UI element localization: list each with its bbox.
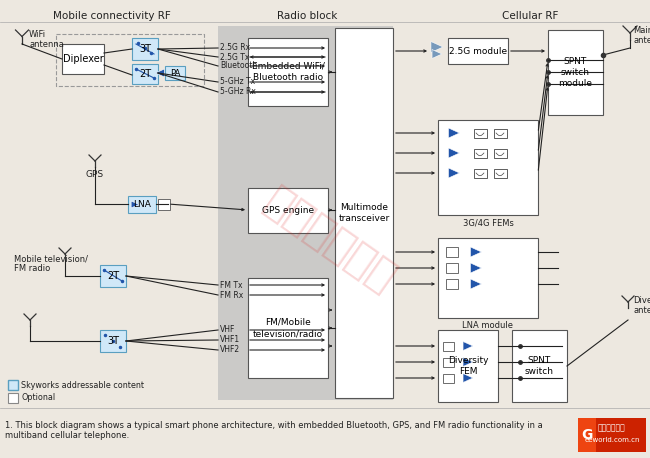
Text: multiband cellular telephone.: multiband cellular telephone. [5, 431, 129, 441]
Bar [158, 199, 170, 210]
Bar [132, 38, 158, 60]
Bar [512, 330, 567, 402]
Bar [446, 247, 458, 257]
Bar [248, 38, 328, 106]
Text: Bluetooth: Bluetooth [220, 61, 257, 71]
Polygon shape [431, 42, 443, 53]
Bar [443, 358, 454, 367]
Text: Mobile television/
FM radio: Mobile television/ FM radio [14, 254, 88, 273]
Text: GPS engine: GPS engine [262, 206, 314, 215]
Polygon shape [471, 247, 482, 257]
Text: eeworld.com.cn: eeworld.com.cn [584, 437, 640, 443]
Text: Multimode
transceiver: Multimode transceiver [339, 203, 389, 223]
Bar [438, 330, 498, 402]
Bar [473, 148, 486, 158]
Text: GPS: GPS [86, 170, 104, 179]
Polygon shape [463, 358, 473, 366]
Bar [218, 26, 393, 400]
Text: 2T: 2T [107, 271, 119, 281]
Text: 2.5G Tx: 2.5G Tx [220, 53, 250, 61]
Polygon shape [471, 263, 482, 273]
Text: Diversity
antenna: Diversity antenna [633, 296, 650, 316]
Bar [100, 330, 126, 352]
Text: 3T: 3T [107, 336, 119, 346]
Bar [335, 28, 393, 398]
Bar [493, 129, 506, 137]
Text: FM/Mobile
television/radio: FM/Mobile television/radio [253, 318, 323, 338]
Bar [448, 38, 508, 64]
Text: PA: PA [170, 69, 180, 77]
Bar [493, 148, 506, 158]
Text: Diversity
FEM: Diversity FEM [448, 356, 488, 376]
Bar [8, 393, 18, 403]
Bar [165, 66, 185, 80]
Polygon shape [448, 168, 460, 178]
Text: 2.5G module: 2.5G module [449, 47, 507, 55]
Text: 3G/4G FEMs: 3G/4G FEMs [463, 218, 514, 228]
Bar [443, 342, 454, 351]
Text: G: G [581, 428, 593, 442]
Bar [473, 129, 486, 137]
Bar [446, 263, 458, 273]
Bar [8, 380, 18, 390]
Bar [248, 188, 328, 233]
Text: 5-GHz Tx: 5-GHz Tx [220, 77, 255, 87]
Text: VHF1: VHF1 [220, 336, 240, 344]
Text: LNA module: LNA module [463, 322, 514, 331]
Text: FM Rx: FM Rx [220, 290, 243, 300]
Polygon shape [155, 69, 164, 77]
Bar [56, 34, 204, 86]
Text: Mobile connectivity RF: Mobile connectivity RF [53, 11, 171, 21]
Text: Skyworks addressable content: Skyworks addressable content [21, 381, 144, 389]
Bar [128, 196, 156, 213]
Text: Cellular RF: Cellular RF [502, 11, 558, 21]
Text: 3T: 3T [139, 44, 151, 54]
Text: SPNT
switch: SPNT switch [525, 356, 554, 376]
Bar [473, 169, 486, 178]
Text: SPNT
switch
module: SPNT switch module [558, 57, 593, 88]
Text: 5-GHz Rx: 5-GHz Rx [220, 87, 256, 97]
Polygon shape [448, 148, 460, 158]
Text: 电子系统设计: 电子系统设计 [257, 180, 404, 300]
Text: Main
antenna: Main antenna [633, 26, 650, 45]
Bar [493, 169, 506, 178]
Bar [438, 238, 538, 318]
Text: 1. This block diagram shows a typical smart phone architecture, with embedded Bl: 1. This block diagram shows a typical sm… [5, 420, 543, 430]
Text: FM Tx: FM Tx [220, 280, 242, 289]
Text: Radio block: Radio block [277, 11, 337, 21]
Text: WiFi
antenna: WiFi antenna [29, 30, 64, 49]
Text: Diplexer: Diplexer [62, 54, 103, 64]
Text: 2T: 2T [139, 69, 151, 79]
Bar [578, 418, 596, 452]
Bar [446, 279, 458, 289]
Polygon shape [463, 374, 473, 382]
Text: Optional: Optional [21, 393, 55, 403]
Polygon shape [471, 279, 482, 289]
Text: Embedded WiFi/
Bluetooth radio: Embedded WiFi/ Bluetooth radio [252, 62, 324, 82]
Polygon shape [432, 49, 442, 59]
Bar [100, 265, 126, 287]
Bar [578, 418, 646, 452]
Text: LNA: LNA [133, 200, 151, 209]
Bar [438, 120, 538, 215]
Text: 电子工程世界: 电子工程世界 [598, 424, 626, 432]
Polygon shape [463, 342, 473, 350]
Polygon shape [131, 201, 139, 208]
Bar [443, 374, 454, 383]
Text: 2.5G Rx: 2.5G Rx [220, 44, 250, 53]
Text: VHF: VHF [220, 326, 235, 334]
Bar [548, 30, 603, 115]
Bar [132, 64, 158, 84]
Bar [62, 44, 104, 74]
Bar [248, 278, 328, 378]
Polygon shape [448, 128, 460, 138]
Text: VHF2: VHF2 [220, 345, 240, 354]
